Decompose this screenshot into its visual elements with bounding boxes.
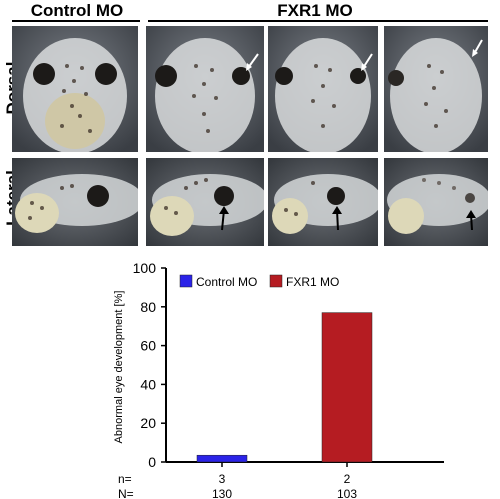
y-tick-label-100: 100 bbox=[133, 260, 157, 276]
fxr1-mo-header: FXR1 MO bbox=[277, 1, 353, 20]
y-tick-label-20: 20 bbox=[140, 415, 156, 431]
dorsal-control-photo bbox=[12, 26, 138, 152]
y-tick-label-0: 0 bbox=[148, 454, 156, 470]
legend-label-0: Control MO bbox=[196, 275, 257, 289]
lateral-fxr1-photo-3 bbox=[384, 158, 488, 246]
N-label: N= bbox=[118, 487, 134, 499]
dorsal-fxr1-photo-2 bbox=[268, 26, 378, 152]
dorsal-fxr1-photo-3 bbox=[384, 26, 488, 152]
fxr1-header-line bbox=[148, 20, 488, 22]
y-tick-label-60: 60 bbox=[140, 338, 156, 354]
control-header-line bbox=[12, 20, 140, 22]
control-mo-header: Control MO bbox=[30, 1, 124, 20]
y-tick-label-40: 40 bbox=[140, 376, 156, 392]
dorsal-fxr1-photo-1 bbox=[146, 26, 264, 152]
N-value-0: 130 bbox=[212, 487, 232, 499]
lateral-control-photo bbox=[12, 158, 138, 246]
n-label: n= bbox=[118, 472, 132, 486]
bar-control-mo bbox=[196, 454, 248, 463]
legend-label-1: FXR1 MO bbox=[286, 275, 339, 289]
y-tick-label-80: 80 bbox=[140, 299, 156, 315]
n-value-1: 2 bbox=[344, 472, 351, 486]
lateral-fxr1-photo-2 bbox=[268, 158, 378, 246]
bar-fxr1-mo bbox=[321, 312, 373, 463]
n-value-0: 3 bbox=[219, 472, 226, 486]
legend-swatch-0 bbox=[179, 274, 193, 288]
lateral-fxr1-photo-1 bbox=[146, 158, 264, 246]
N-value-1: 103 bbox=[337, 487, 357, 499]
legend-swatch-1 bbox=[269, 274, 283, 288]
